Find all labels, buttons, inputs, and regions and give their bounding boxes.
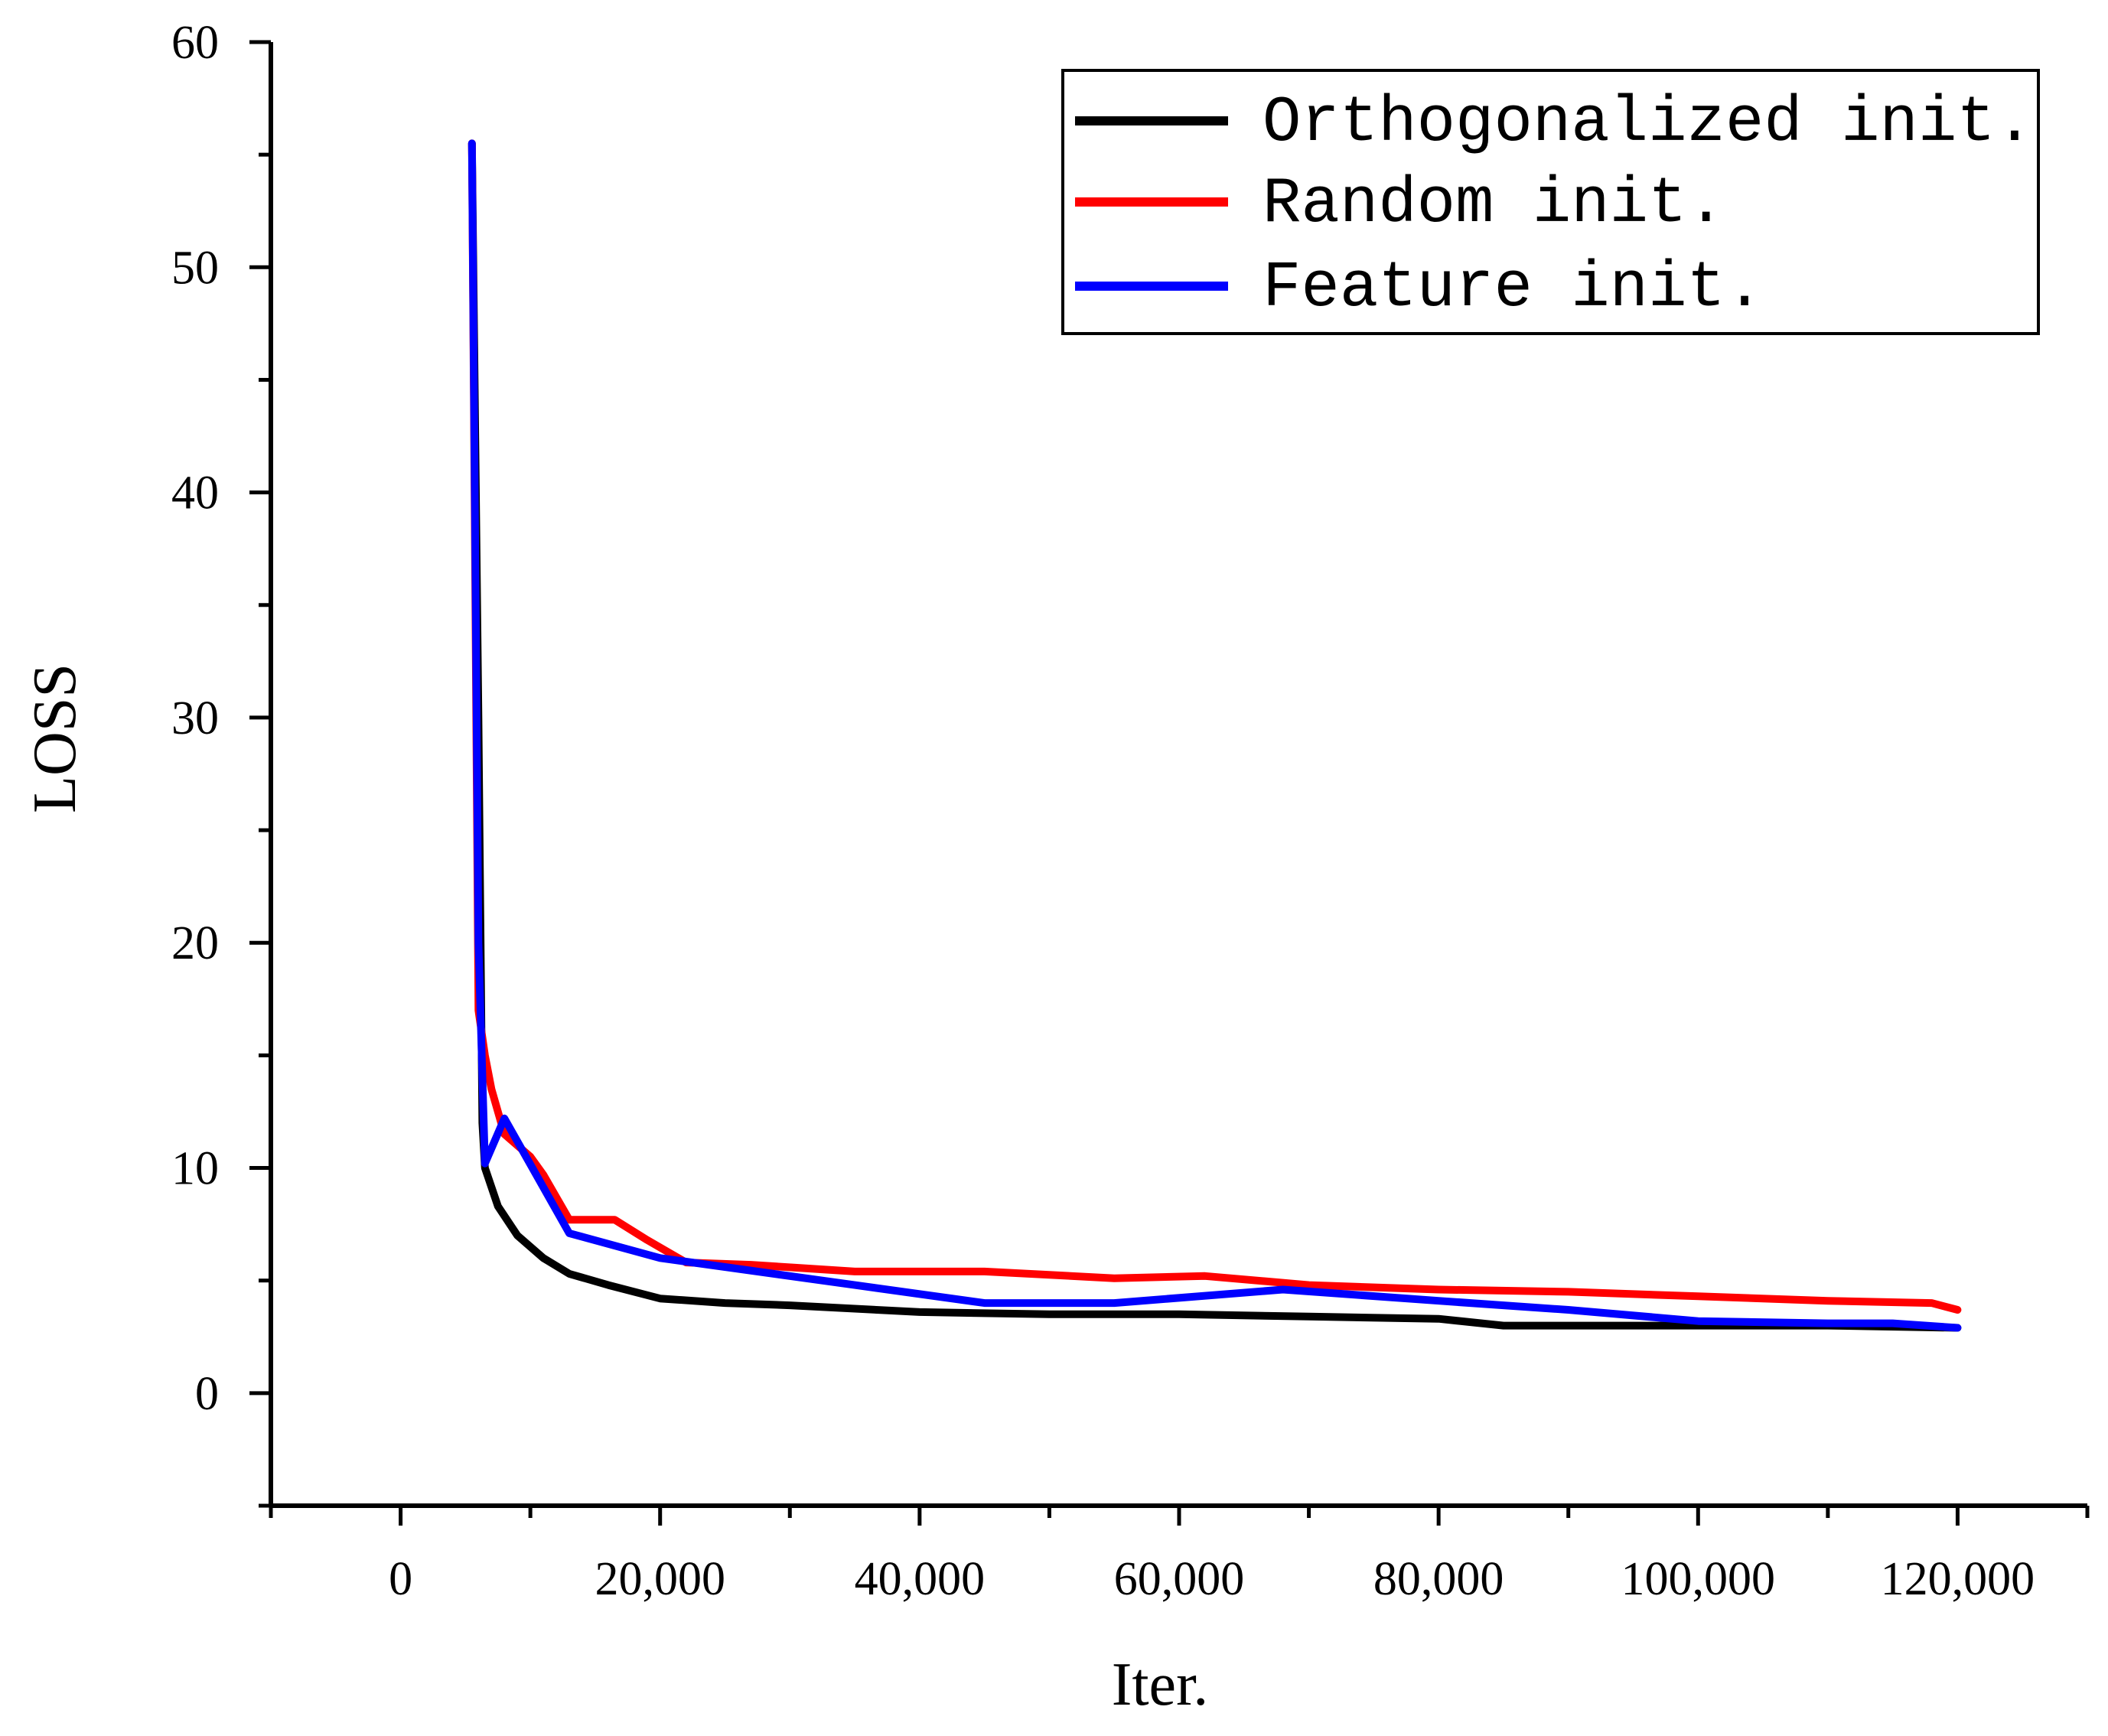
x-tick-label: 20,000 — [595, 1553, 725, 1605]
y-tick-label: 50 — [171, 242, 219, 294]
x-tick-label: 0 — [389, 1553, 412, 1605]
x-tick-label: 100,000 — [1621, 1553, 1776, 1605]
x-axis-title: Iter. — [1112, 1651, 1209, 1718]
y-tick-label: 30 — [171, 692, 219, 744]
y-tick-label: 10 — [171, 1143, 219, 1195]
series-line-0 — [468, 139, 1962, 1332]
y-tick-label: 40 — [171, 467, 219, 519]
x-tick-label: 120,000 — [1881, 1553, 2035, 1605]
series-layer — [468, 139, 1962, 1332]
y-tick-label: 20 — [171, 917, 219, 969]
y-tick-label: 0 — [195, 1368, 219, 1420]
legend: Orthogonalized init. Random init. Featur… — [1061, 69, 2040, 335]
x-tick-label: 80,000 — [1373, 1553, 1504, 1605]
x-tick-label: 60,000 — [1114, 1553, 1245, 1605]
legend-label-random: Random init. — [1263, 168, 1725, 241]
y-axis-title: LOSS — [21, 663, 89, 813]
y-axis-ticks: 0 10 20 30 40 50 60 — [171, 17, 271, 1508]
x-tick-label: 40,000 — [855, 1553, 986, 1605]
series-line-2 — [468, 139, 1962, 1332]
legend-label-feature: Feature init. — [1263, 252, 1764, 325]
y-tick-label: 60 — [171, 17, 219, 69]
legend-label-orthogonalized: Orthogonalized init. — [1263, 87, 2034, 160]
x-axis-ticks: 0 20,000 40,000 60,000 80,000 100,000 120,000 — [269, 1506, 2090, 1605]
